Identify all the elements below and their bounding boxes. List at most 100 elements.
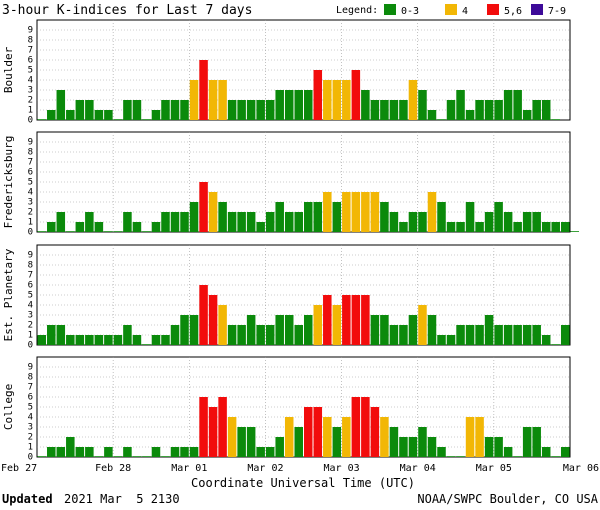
x-tick-label: Mar 02: [247, 463, 283, 474]
bar: [456, 90, 465, 120]
bar: [332, 80, 342, 120]
x-tick-label: Feb 27: [1, 463, 37, 474]
y-tick-label: 4: [28, 301, 33, 311]
bar: [132, 335, 142, 345]
bar: [418, 212, 427, 232]
bar: [85, 212, 94, 232]
bar: [465, 202, 475, 232]
bar: [113, 456, 123, 457]
bar: [323, 80, 332, 120]
bar: [66, 437, 75, 457]
bar: [342, 192, 351, 232]
bar: [256, 100, 265, 120]
legend-entry-label: 7-9: [548, 6, 566, 17]
bar: [275, 315, 284, 345]
bar: [256, 325, 265, 345]
bar: [361, 90, 370, 120]
y-tick-label: 7: [28, 383, 33, 393]
bar: [351, 192, 361, 232]
bar: [208, 80, 218, 120]
bar: [294, 325, 303, 345]
bar: [437, 202, 446, 232]
bar: [522, 325, 532, 345]
bar: [75, 100, 85, 120]
bar: [294, 427, 303, 457]
bar: [94, 222, 104, 232]
bar: [342, 295, 351, 345]
bar: [237, 427, 246, 457]
y-tick-label: 3: [28, 86, 33, 96]
bar: [522, 110, 532, 120]
bar: [284, 315, 294, 345]
bar: [189, 447, 199, 457]
x-tick-label: Mar 05: [476, 463, 512, 474]
bar: [484, 212, 494, 232]
bar: [246, 427, 256, 457]
bar: [456, 222, 465, 232]
bar: [389, 100, 399, 120]
y-tick-label: 8: [28, 261, 33, 271]
bar: [37, 231, 47, 232]
bar: [275, 202, 284, 232]
legend-swatch-2: [445, 4, 457, 15]
y-tick-label: 8: [28, 36, 33, 46]
bar: [532, 212, 541, 232]
bar: [265, 325, 275, 345]
y-tick-label: 2: [28, 96, 33, 106]
bar: [418, 90, 427, 120]
y-tick-label: 5: [28, 66, 33, 76]
updated-label: Updated: [2, 492, 53, 506]
bar: [256, 447, 265, 457]
x-axis-label: Coordinate Universal Time (UTC): [191, 476, 415, 490]
bar: [170, 325, 180, 345]
bar: [370, 407, 380, 457]
bar: [342, 80, 351, 120]
bar: [503, 90, 513, 120]
y-tick-label: 1: [28, 443, 33, 453]
y-tick-label: 0: [28, 228, 33, 238]
bar: [104, 335, 113, 345]
bar: [284, 90, 294, 120]
y-tick-label: 9: [28, 363, 33, 373]
bar: [66, 335, 75, 345]
y-tick-label: 6: [28, 56, 33, 66]
bar: [180, 212, 189, 232]
bar: [427, 437, 437, 457]
y-tick-label: 4: [28, 413, 33, 423]
bar: [522, 212, 532, 232]
legend-swatch-3: [487, 4, 499, 15]
bar: [132, 456, 142, 457]
bar: [465, 110, 475, 120]
bar: [47, 447, 56, 457]
y-tick-label: 7: [28, 46, 33, 56]
bar: [399, 325, 408, 345]
bar: [123, 447, 132, 457]
bar: [151, 110, 161, 120]
bar: [399, 222, 408, 232]
bar: [151, 447, 161, 457]
bar: [104, 231, 113, 232]
bar: [513, 222, 522, 232]
bar: [389, 427, 399, 457]
bar: [123, 325, 132, 345]
bar: [123, 100, 132, 120]
bar: [208, 407, 218, 457]
bar: [551, 456, 560, 457]
bar: [484, 437, 494, 457]
bar: [323, 417, 332, 457]
bar: [551, 344, 560, 345]
bar: [85, 335, 94, 345]
bar: [304, 90, 313, 120]
bar: [313, 70, 323, 120]
x-tick-label: Mar 04: [400, 463, 436, 474]
bar: [370, 192, 380, 232]
bar: [218, 80, 227, 120]
y-tick-label: 2: [28, 321, 33, 331]
bar: [142, 344, 151, 345]
y-tick-label: 0: [28, 341, 33, 351]
bar: [246, 212, 256, 232]
